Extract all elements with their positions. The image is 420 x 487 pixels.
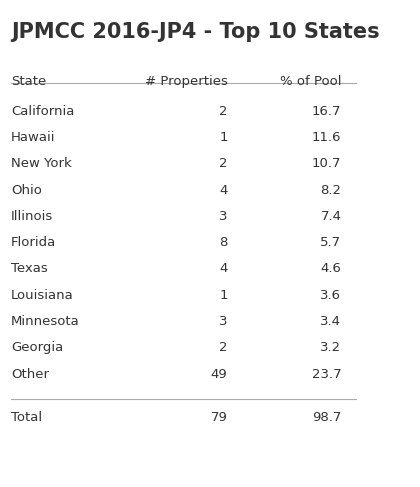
Text: 4.6: 4.6 bbox=[320, 262, 341, 276]
Text: Illinois: Illinois bbox=[11, 210, 53, 223]
Text: 16.7: 16.7 bbox=[312, 105, 341, 118]
Text: 7.4: 7.4 bbox=[320, 210, 341, 223]
Text: 1: 1 bbox=[219, 131, 228, 144]
Text: Minnesota: Minnesota bbox=[11, 315, 80, 328]
Text: 11.6: 11.6 bbox=[312, 131, 341, 144]
Text: 2: 2 bbox=[219, 157, 228, 170]
Text: JPMCC 2016-JP4 - Top 10 States: JPMCC 2016-JP4 - Top 10 States bbox=[11, 22, 380, 42]
Text: New York: New York bbox=[11, 157, 72, 170]
Text: California: California bbox=[11, 105, 74, 118]
Text: 10.7: 10.7 bbox=[312, 157, 341, 170]
Text: Louisiana: Louisiana bbox=[11, 289, 74, 302]
Text: 3.6: 3.6 bbox=[320, 289, 341, 302]
Text: 8.2: 8.2 bbox=[320, 184, 341, 197]
Text: 5.7: 5.7 bbox=[320, 236, 341, 249]
Text: Texas: Texas bbox=[11, 262, 48, 276]
Text: 4: 4 bbox=[219, 184, 228, 197]
Text: 1: 1 bbox=[219, 289, 228, 302]
Text: 98.7: 98.7 bbox=[312, 411, 341, 424]
Text: Other: Other bbox=[11, 368, 49, 381]
Text: 49: 49 bbox=[211, 368, 228, 381]
Text: 3: 3 bbox=[219, 210, 228, 223]
Text: Total: Total bbox=[11, 411, 42, 424]
Text: 3.4: 3.4 bbox=[320, 315, 341, 328]
Text: 79: 79 bbox=[211, 411, 228, 424]
Text: Florida: Florida bbox=[11, 236, 56, 249]
Text: 23.7: 23.7 bbox=[312, 368, 341, 381]
Text: 2: 2 bbox=[219, 341, 228, 355]
Text: 4: 4 bbox=[219, 262, 228, 276]
Text: Hawaii: Hawaii bbox=[11, 131, 55, 144]
Text: Georgia: Georgia bbox=[11, 341, 63, 355]
Text: 3: 3 bbox=[219, 315, 228, 328]
Text: 8: 8 bbox=[219, 236, 228, 249]
Text: State: State bbox=[11, 75, 46, 89]
Text: # Properties: # Properties bbox=[145, 75, 228, 89]
Text: % of Pool: % of Pool bbox=[280, 75, 341, 89]
Text: Ohio: Ohio bbox=[11, 184, 42, 197]
Text: 3.2: 3.2 bbox=[320, 341, 341, 355]
Text: 2: 2 bbox=[219, 105, 228, 118]
